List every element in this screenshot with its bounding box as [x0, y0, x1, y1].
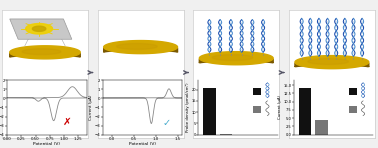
X-axis label: Potential (V): Potential (V) — [129, 142, 156, 146]
Text: ✓: ✓ — [162, 118, 170, 128]
Bar — [315, 120, 328, 135]
Polygon shape — [104, 41, 178, 54]
Polygon shape — [212, 55, 253, 61]
Polygon shape — [10, 52, 80, 57]
X-axis label: Potential (V): Potential (V) — [33, 142, 60, 146]
Bar — [299, 89, 311, 135]
Polygon shape — [33, 26, 46, 31]
Bar — [253, 88, 262, 95]
Polygon shape — [10, 19, 72, 39]
Polygon shape — [104, 46, 178, 52]
Polygon shape — [26, 24, 53, 34]
Polygon shape — [22, 49, 61, 55]
Y-axis label: Probe density (pmol/cm²): Probe density (pmol/cm²) — [186, 83, 190, 132]
Polygon shape — [295, 62, 369, 67]
Polygon shape — [10, 46, 80, 59]
Bar — [220, 133, 232, 135]
Bar — [349, 88, 357, 95]
Text: ✗: ✗ — [63, 116, 72, 127]
Y-axis label: Current (μA): Current (μA) — [89, 95, 93, 120]
Y-axis label: Current (μA): Current (μA) — [278, 95, 282, 119]
Polygon shape — [308, 59, 349, 64]
Polygon shape — [199, 52, 273, 65]
Polygon shape — [199, 58, 273, 63]
Polygon shape — [295, 56, 369, 69]
Bar — [203, 89, 215, 135]
Polygon shape — [117, 44, 157, 49]
Bar — [349, 106, 357, 113]
Bar — [253, 106, 262, 113]
